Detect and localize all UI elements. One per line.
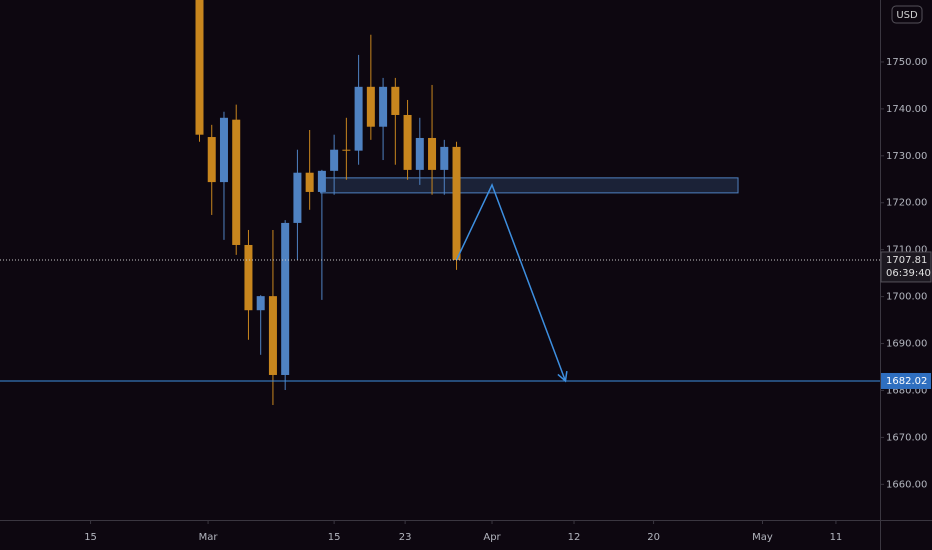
candle-body xyxy=(317,170,326,192)
candle-body xyxy=(195,0,204,135)
x-tick-label: 11 xyxy=(830,532,843,543)
candle-body xyxy=(391,86,400,115)
candle-body xyxy=(244,244,253,311)
candle-body xyxy=(207,137,216,183)
candle-body xyxy=(281,222,290,375)
y-tick-label: 1710.00 xyxy=(886,245,927,256)
x-tick-label: 20 xyxy=(647,532,660,543)
y-tick-label: 1730.00 xyxy=(886,151,927,162)
y-tick-label: 1750.00 xyxy=(886,57,927,68)
candle-body xyxy=(366,86,375,127)
candle-body xyxy=(403,114,412,170)
candle-body xyxy=(305,172,314,192)
y-tick-label: 1660.00 xyxy=(886,479,927,490)
candle-body xyxy=(219,117,228,183)
zone xyxy=(320,177,739,194)
candle-body xyxy=(379,86,388,127)
candle-body xyxy=(256,296,265,311)
y-tick-label: 1720.00 xyxy=(886,198,927,209)
last-price-box xyxy=(880,251,932,283)
candle-body xyxy=(268,296,277,375)
last-price-label: 1707.81 xyxy=(886,255,927,266)
candle-body xyxy=(440,146,449,170)
level-label: 1682.02 xyxy=(886,376,927,387)
x-tick-label: 23 xyxy=(399,532,412,543)
x-tick-label: 12 xyxy=(568,532,581,543)
plot xyxy=(0,0,880,406)
x-tick-label: May xyxy=(752,532,773,543)
x-tick-label: Apr xyxy=(483,532,501,543)
candle-body xyxy=(342,149,351,151)
currency-badge xyxy=(891,5,923,24)
y-tick-label: 1740.00 xyxy=(886,104,927,115)
projection-path xyxy=(455,182,567,382)
candle-body xyxy=(428,137,437,170)
axes: 1750.00 1740.00 1730.00 1720.00 1710.00 1700.… xyxy=(84,5,932,543)
level-label-box xyxy=(881,372,931,389)
y-tick-label: 1670.00 xyxy=(886,432,927,443)
x-tick-label: Mar xyxy=(199,532,219,543)
x-tick-label: 15 xyxy=(84,532,97,543)
candle-body xyxy=(354,86,363,151)
countdown-label: 06:39:40 xyxy=(886,268,931,279)
x-tick-label: 15 xyxy=(328,532,341,543)
candle-body xyxy=(452,146,461,260)
candle-body xyxy=(293,172,302,223)
currency-label: USD xyxy=(896,10,918,21)
y-tick-label: 1690.00 xyxy=(886,339,927,350)
candle-body xyxy=(415,137,424,170)
candle-body xyxy=(330,149,339,171)
y-tick-label: 1700.00 xyxy=(886,292,927,303)
candle-body xyxy=(232,119,241,245)
y-tick-label: 1680.00 xyxy=(886,385,927,396)
